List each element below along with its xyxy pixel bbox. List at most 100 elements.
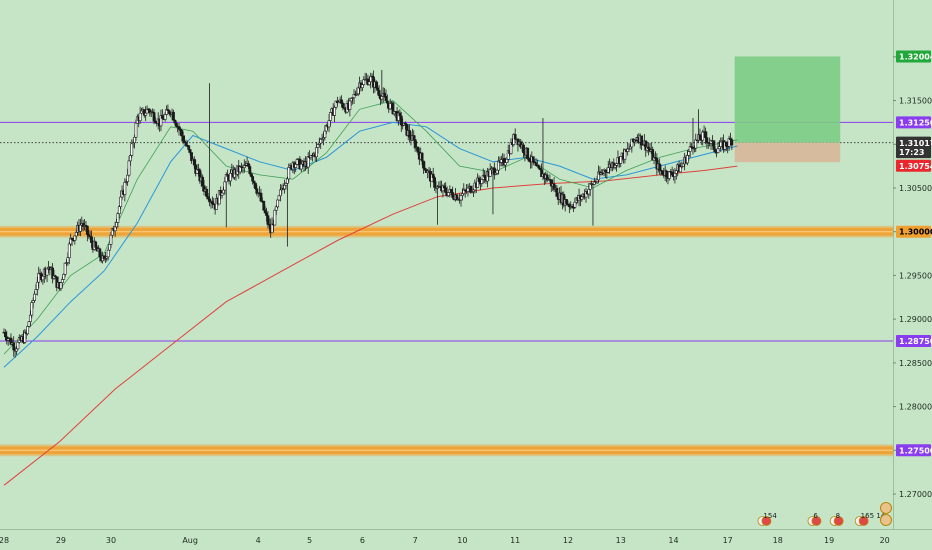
- candlesticks: [2, 69, 734, 358]
- event-count: 6: [813, 512, 818, 520]
- price-axis-label: 1.28500: [899, 359, 932, 368]
- candle-body: [388, 102, 392, 110]
- candle-body: [333, 107, 336, 116]
- candle: [26, 325, 30, 336]
- time-axis-label: 6: [360, 536, 365, 545]
- candle-body: [374, 81, 378, 89]
- candle-body: [527, 158, 531, 162]
- candle-body: [399, 115, 403, 126]
- time-axis-label: 10: [457, 536, 467, 545]
- candle-body: [315, 147, 318, 158]
- candle-body: [327, 120, 331, 128]
- price-tag-label: 1.27500: [899, 446, 932, 455]
- candle-body: [376, 87, 380, 91]
- candle-body: [130, 143, 134, 156]
- moving-average-blue: [3, 121, 738, 368]
- candle-body: [408, 130, 412, 138]
- economic-events[interactable]: 15 4 6 8 16 5 14: [757, 502, 892, 526]
- candle-body: [274, 206, 278, 211]
- moving-average-red: [3, 165, 738, 486]
- candle-body: [483, 174, 487, 178]
- candle-body: [717, 146, 721, 150]
- candle-body: [177, 126, 181, 130]
- candle-body: [109, 234, 113, 245]
- candle-body: [565, 199, 568, 205]
- time-axis-label: 30: [106, 536, 116, 545]
- economic-event[interactable]: 6: [807, 512, 822, 526]
- price-axis-label: 1.28000: [899, 403, 932, 412]
- candle-body: [367, 81, 371, 86]
- candle-body: [37, 272, 41, 283]
- candle: [730, 137, 734, 151]
- candle-body: [730, 139, 734, 146]
- candle-body: [31, 300, 35, 303]
- candle-body: [412, 135, 416, 140]
- candle-body: [201, 176, 205, 186]
- price-axis-label: 1.29500: [899, 271, 932, 280]
- candle-body: [265, 212, 268, 216]
- candle-body: [670, 171, 674, 176]
- moving-average-green: [3, 100, 738, 355]
- long-position-tool[interactable]: [734, 56, 841, 163]
- candle-body: [144, 112, 148, 116]
- candle-body: [504, 162, 507, 166]
- candle-body: [119, 196, 123, 207]
- event-flag-icon: [880, 514, 892, 526]
- time-axis-label: 18: [773, 536, 783, 545]
- candle-body: [356, 87, 360, 95]
- time-axis-label: 4: [256, 536, 261, 545]
- time-axis-label: 14: [668, 536, 678, 545]
- price-tag: 1.27500: [896, 444, 932, 457]
- candle-body: [205, 188, 209, 197]
- time-axis-label: 13: [616, 536, 626, 545]
- candle-body: [160, 115, 164, 119]
- candle-body: [716, 148, 720, 153]
- candle-body: [444, 187, 448, 193]
- candle-body: [254, 182, 257, 189]
- candle-body: [138, 112, 142, 122]
- candle-body: [249, 173, 253, 177]
- candle-body: [619, 156, 623, 164]
- candle-body: [341, 103, 345, 109]
- time-axis-label: Aug: [182, 536, 198, 545]
- candle-body: [480, 179, 484, 184]
- candle-body: [60, 279, 64, 283]
- candle-body: [687, 151, 691, 156]
- price-axis-label: 1.27000: [899, 490, 932, 499]
- candle-body: [433, 177, 437, 188]
- economic-event[interactable]: 16 5 14: [854, 512, 886, 526]
- candle-body: [673, 172, 677, 177]
- candle-body: [580, 196, 584, 200]
- candle-body: [526, 147, 530, 159]
- candle-body: [98, 248, 102, 258]
- candle-body: [247, 163, 250, 167]
- candle-body: [33, 293, 36, 301]
- candle-body: [686, 155, 689, 164]
- candle-body: [113, 226, 117, 232]
- candle-body: [698, 134, 702, 140]
- candle-body: [222, 189, 225, 194]
- candle-body: [488, 169, 492, 177]
- economic-event[interactable]: [880, 502, 892, 526]
- candle-body: [380, 96, 384, 100]
- economic-event[interactable]: 8: [829, 512, 844, 526]
- price-tag: 1.31250: [896, 116, 932, 129]
- price-tag-background: [896, 159, 931, 172]
- candle-body: [174, 122, 178, 127]
- economic-event[interactable]: 15 4: [757, 512, 778, 526]
- candle-body: [385, 100, 389, 104]
- event-extra: 5 14: [870, 512, 886, 520]
- candle-body: [45, 268, 49, 276]
- candle-body: [134, 122, 138, 138]
- candle-body: [85, 225, 89, 235]
- candle-body: [262, 200, 266, 211]
- price-tag: 1.31017: [896, 136, 932, 149]
- candle-body: [41, 275, 45, 281]
- price-tag-label: 1.32004: [899, 52, 932, 61]
- time-axis-label: 12: [563, 536, 573, 545]
- time-axis[interactable]: 28 29 30 Aug 4 5 6 7 10 11 12 13 14 17 18 19 20: [0, 529, 932, 550]
- candle-body: [442, 185, 446, 189]
- candle-body: [658, 163, 662, 171]
- price-tag-background: [896, 136, 931, 149]
